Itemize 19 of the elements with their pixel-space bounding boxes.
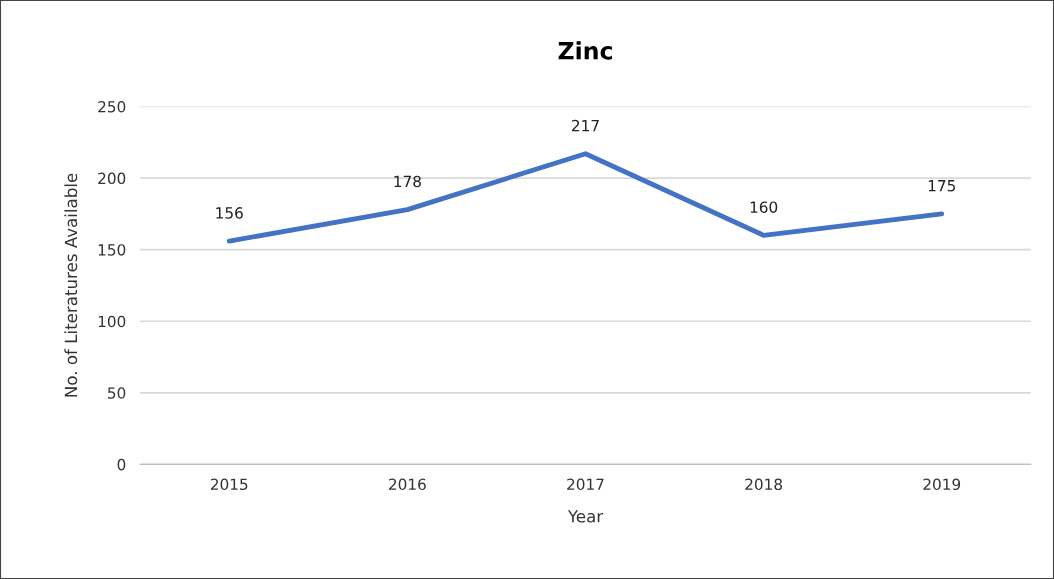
y-tick-label: 150 xyxy=(98,244,126,256)
y-tick-label: 0 xyxy=(117,458,126,471)
data-label: 178 xyxy=(394,175,421,188)
data-label: 217 xyxy=(572,119,599,132)
y-tick-label: 100 xyxy=(98,315,126,328)
x-tick-label: 2015 xyxy=(210,478,248,491)
chart-title: Zinc xyxy=(558,41,612,60)
x-tick-label: 2017 xyxy=(567,478,604,491)
data-label: 156 xyxy=(216,207,243,219)
x-axis-title: Year xyxy=(567,510,604,523)
y-tick-label: 200 xyxy=(98,172,126,185)
y-axis-title: No. of Literatures Available xyxy=(64,173,78,397)
y-tick-label: 50 xyxy=(108,387,126,399)
data-label: 160 xyxy=(750,201,778,213)
x-tick-label: 2018 xyxy=(745,478,783,491)
data-label: 175 xyxy=(928,180,955,192)
y-tick-label: 250 xyxy=(98,101,126,113)
x-tick-label: 2016 xyxy=(389,478,426,491)
x-tick-label: 2019 xyxy=(923,478,961,491)
